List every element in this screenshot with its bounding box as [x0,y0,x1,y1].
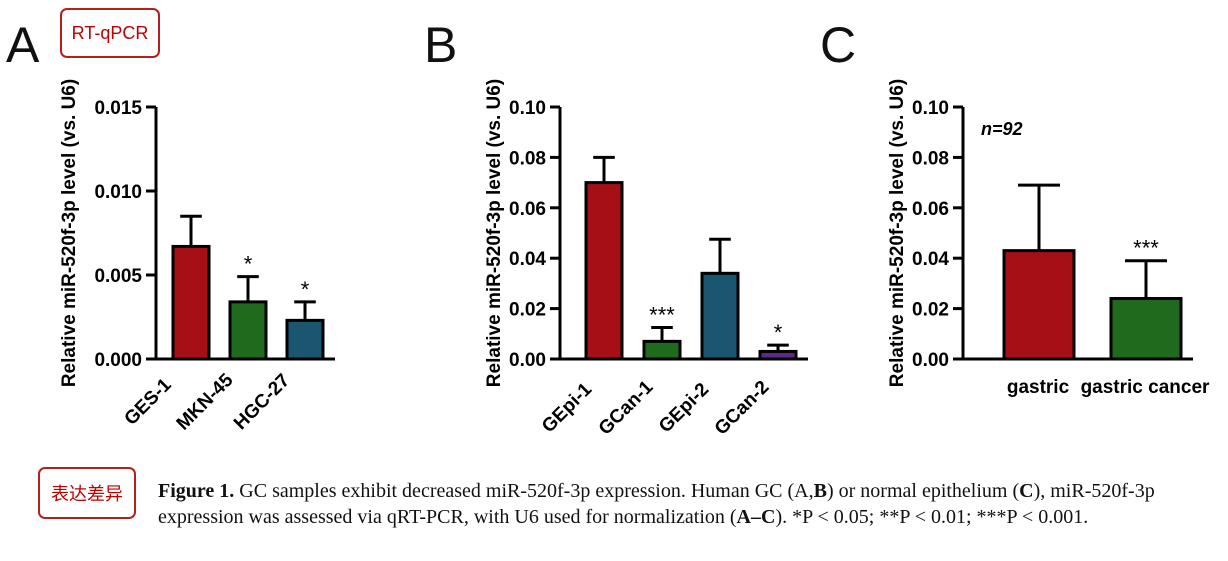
rtqpcr-callout-label: RT-qPCR [71,22,149,43]
bar [584,181,624,361]
x-tick-label: GCan-2 [711,377,774,440]
bar [1002,249,1076,361]
significance-mark: *** [649,303,675,328]
bar [285,318,325,361]
y-tick-label: 0.10 [509,98,546,119]
caption-bold-ac: A–C [736,506,776,528]
y-axis-label: Relative miR-520f-3p level (vs. U6) [484,79,505,387]
y-tick-label: 0.04 [509,249,546,270]
y-tick-label: 0.015 [94,98,142,119]
x-tick-label: GCan-1 [595,376,658,439]
expression-callout: 表达差异 [38,467,136,519]
bar [228,300,268,361]
y-tick-label: 0.000 [94,350,142,371]
caption-bold-c: C [1019,480,1034,502]
sample-size-annotation: n=92 [981,119,1023,139]
rtqpcr-callout: RT-qPCR [60,8,160,58]
x-tick-label: gastric [1007,377,1070,398]
significance-mark: * [301,277,310,302]
significance-mark: *** [1133,236,1159,261]
y-tick-label: 0.06 [912,199,949,220]
x-tick-label: HGC-27 [230,370,294,434]
panel-letter-b: B [424,17,458,73]
y-tick-label: 0.00 [912,350,949,371]
x-tick-label: GES-1 [121,374,176,429]
caption-text-4: ). *P < 0.05; **P < 0.01; ***P < 0.001. [775,506,1089,528]
significance-mark: * [774,320,783,345]
x-tick-label: MKN-45 [173,369,238,434]
caption-text-3: ), miR-520f-3p expression was assessed v… [158,480,1155,528]
figure-caption: Figure 1. GC samples exhibit decreased m… [158,478,1218,530]
y-tick-label: 0.02 [912,300,949,321]
y-tick-label: 0.10 [912,98,949,119]
y-tick-label: 0.04 [912,249,949,270]
caption-label: Figure 1. [158,480,235,502]
significance-mark: * [244,252,253,277]
y-tick-label: 0.08 [912,148,949,169]
y-tick-label: 0.02 [509,300,546,321]
x-tick-label: GEpi-2 [655,379,713,437]
bar [171,244,211,361]
y-tick-label: 0.00 [509,350,546,371]
y-tick-label: 0.08 [509,148,546,169]
x-tick-label: gastric cancer [1081,377,1210,398]
figure-charts: 0.000 0.005 0.010 0.015 Relative miR-520f-3p… [59,79,1210,440]
panel-letter-c: C [820,17,857,73]
y-tick-label: 0.010 [94,182,142,203]
y-tick-label: 0.06 [509,199,546,220]
bar [642,339,682,361]
caption-bold-b: B [813,480,827,502]
bar [700,271,740,361]
expression-callout-label: 表达差异 [51,484,123,504]
panel-letter-a: A [6,17,40,73]
bar [1109,297,1183,361]
caption-text-2: ) or normal epithelium ( [826,480,1020,502]
caption-text-1: GC samples exhibit decreased miR-520f-3p… [234,480,814,502]
bar [758,349,798,361]
y-axis-label: Relative miR-520f-3p level (vs. U6) [887,79,908,387]
y-tick-label: 0.005 [94,266,142,287]
x-tick-label: GEpi-1 [538,379,596,437]
y-axis-label: Relative miR-520f-3p level (vs. U6) [59,79,80,387]
